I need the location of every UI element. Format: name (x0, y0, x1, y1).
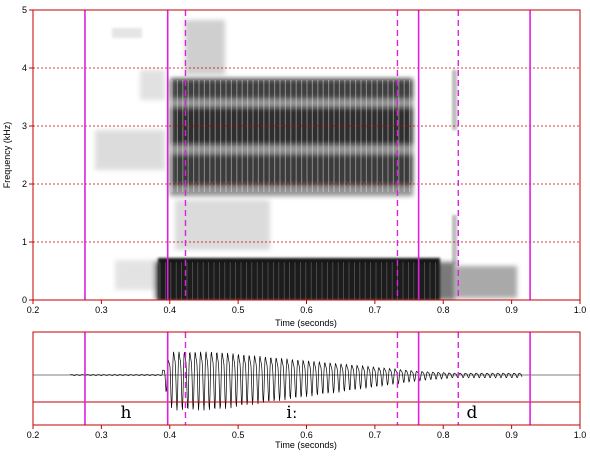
spectrogram-x-tick-label: 0.7 (369, 305, 382, 315)
spectrogram-x-tick-label: 0.4 (163, 305, 176, 315)
spectrogram-x-tick-label: 0.2 (27, 305, 40, 315)
waveform-x-tick-label: 0.4 (163, 430, 176, 440)
spectrogram-x-axis-label: Time (seconds) (275, 318, 337, 328)
segment-label-d: d (467, 403, 478, 423)
spectrogram-y-tick-label: 4 (22, 63, 27, 73)
waveform-x-tick-label: 0.9 (505, 430, 518, 440)
spectrogram-x-ticks: 0.2 0.3 0.4 0.5 0.6 0.7 0.8 0.9 1.0 (27, 300, 587, 315)
segment-label-i-long: iː (286, 403, 297, 423)
spectrogram-x-tick-label: 0.5 (232, 305, 245, 315)
spectrogram-x-tick-label: 0.8 (437, 305, 450, 315)
spectrogram-y-tick-label: 0 (22, 295, 27, 305)
waveform-x-tick-label: 1.0 (574, 430, 587, 440)
spectrogram-panel: 0 1 2 3 4 5 0.2 0.3 0.4 0.5 0.6 0.7 0.8 0.9 1.0 Frequ… (2, 5, 586, 328)
spectrogram-x-tick-label: 0.6 (300, 305, 313, 315)
waveform-x-axis-label: Time (seconds) (275, 440, 337, 450)
spectrogram-energy (95, 20, 517, 300)
spectrogram-boundaries (84, 10, 531, 300)
spectrogram-y-axis-label: Frequency (kHz) (2, 122, 12, 189)
waveform-x-tick-label: 0.7 (369, 430, 382, 440)
spectrogram-y-tick-label: 5 (22, 5, 27, 15)
spectrogram-y-tick-label: 1 (22, 237, 27, 247)
waveform-x-tick-label: 0.5 (232, 430, 245, 440)
waveform-x-tick-label: 0.6 (300, 430, 313, 440)
spectrogram-x-tick-label: 0.3 (95, 305, 108, 315)
spectrogram-x-tick-label: 1.0 (574, 305, 587, 315)
spectrogram-y-tick-label: 3 (22, 121, 27, 131)
waveform-x-tick-label: 0.8 (437, 430, 450, 440)
spectrogram-x-tick-label: 0.9 (505, 305, 518, 315)
waveform-background (33, 332, 580, 425)
waveform-x-tick-label: 0.3 (95, 430, 108, 440)
spectrogram-gridlines (33, 67, 580, 243)
waveform-panel: h iː d 0.2 0.3 0.4 0.5 0.6 0.7 0.8 0.9 1.0 Time … (27, 331, 587, 450)
waveform-boundaries (84, 332, 531, 425)
spectrogram-y-tick-label: 2 (22, 179, 27, 189)
waveform-trace (69, 351, 523, 411)
waveform-x-tick-label: 0.2 (27, 430, 40, 440)
spectrogram-y-ticks: 0 1 2 3 4 5 (22, 5, 33, 305)
glottal-striations (159, 80, 436, 300)
segment-label-h: h (121, 403, 132, 423)
waveform-x-ticks: 0.2 0.3 0.4 0.5 0.6 0.7 0.8 0.9 1.0 (27, 425, 587, 440)
